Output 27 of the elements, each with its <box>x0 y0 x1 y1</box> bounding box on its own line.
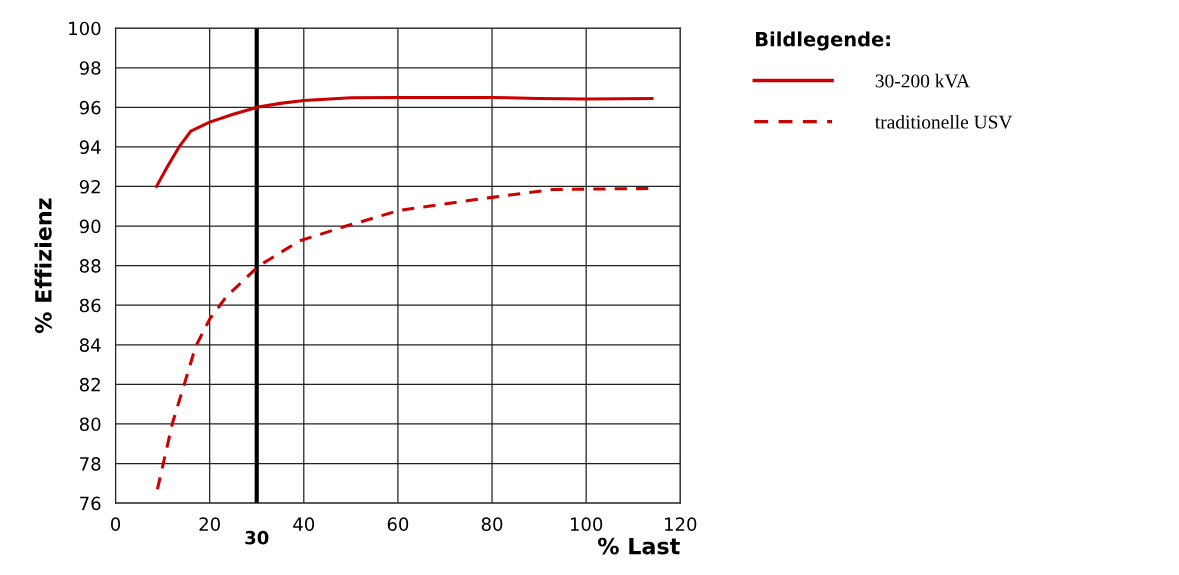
legend-label: 30-200 kVA <box>875 73 970 88</box>
y-tick-label: 80 <box>79 417 101 432</box>
x-tick-label: 20 <box>199 517 220 531</box>
x-tick-label: 100 <box>570 517 603 531</box>
y-axis-title: % Effizienz <box>34 198 52 334</box>
y-tick-label: 100 <box>69 21 101 36</box>
x-tick-label: 0 <box>110 517 121 531</box>
y-tick-label: 88 <box>79 259 101 273</box>
y-tick-label: 86 <box>79 298 101 313</box>
y-tick-label: 98 <box>79 61 101 75</box>
y-tick-label: 94 <box>79 140 101 155</box>
y-tick-label: 82 <box>79 377 100 392</box>
ref-line-label: 30 <box>245 530 269 545</box>
legend-title: Bildlegende: <box>756 31 890 51</box>
x-tick-label: 80 <box>481 517 503 531</box>
y-tick-label: 76 <box>80 496 101 511</box>
x-axis-title: % Last <box>597 537 680 555</box>
y-tick-label: 78 <box>80 457 101 471</box>
legend-label: traditionelle USV <box>875 114 1013 129</box>
y-tick-label: 92 <box>79 179 100 194</box>
x-tick-label: 40 <box>293 517 315 531</box>
y-tick-label: 84 <box>79 338 101 352</box>
line-series <box>154 95 654 189</box>
x-tick-label: 60 <box>387 517 409 531</box>
x-tick-label: 120 <box>665 517 697 531</box>
y-tick-label: 90 <box>79 219 101 234</box>
y-tick-label: 96 <box>79 100 101 115</box>
